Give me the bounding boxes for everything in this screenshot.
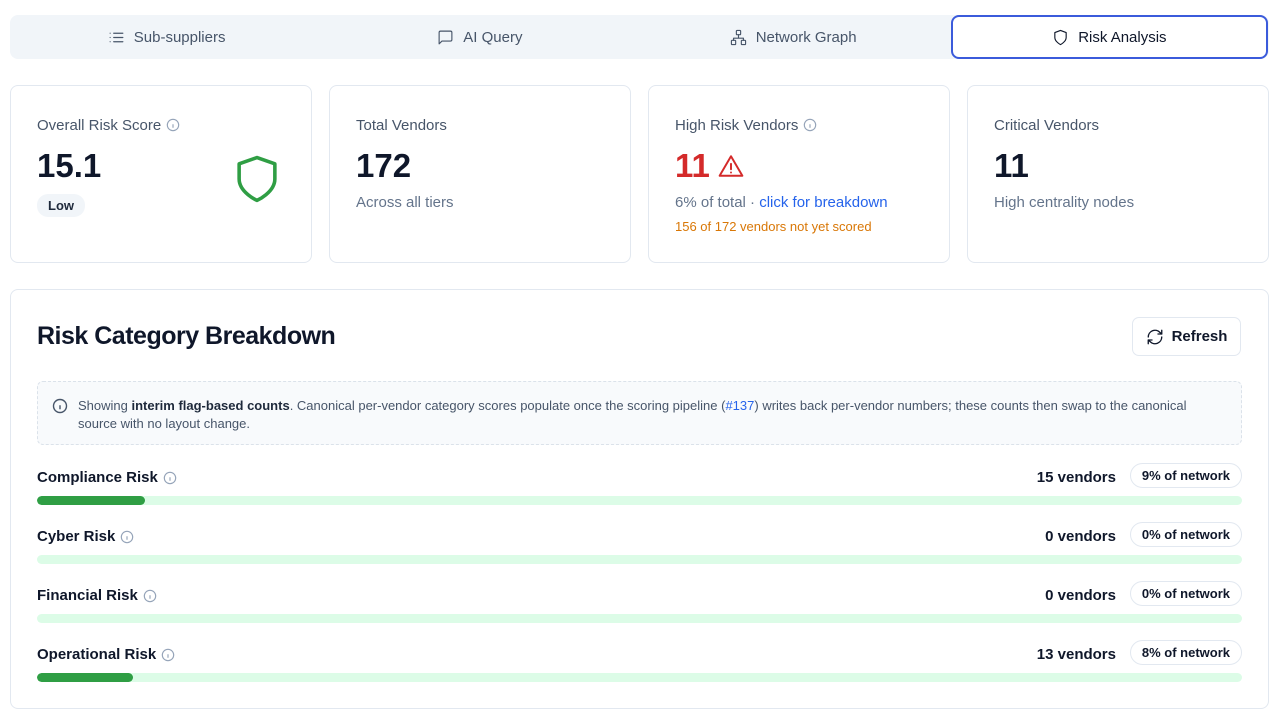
total-vendors-value: 172 <box>356 147 412 184</box>
info-icon[interactable] <box>163 471 177 485</box>
card-label: Total Vendors <box>356 116 447 134</box>
risk-row-operational: Operational Risk 13 vendors 8% of networ… <box>37 640 1242 690</box>
issue-link[interactable]: #137 <box>725 398 755 413</box>
tab-ai-query[interactable]: AI Query <box>323 15 636 59</box>
risk-label: Cyber Risk <box>37 528 116 545</box>
tab-bar: Sub-suppliers AI Query Network Graph Ris… <box>10 15 1269 59</box>
tab-risk-analysis[interactable]: Risk Analysis <box>950 15 1268 59</box>
card-subtitle: Across all tiers <box>356 194 454 211</box>
risk-progress-track <box>37 555 1242 564</box>
risk-label: Financial Risk <box>37 587 138 604</box>
card-subtitle: 6% of total · <box>675 194 760 211</box>
info-icon[interactable] <box>120 530 134 544</box>
unscored-note: 156 of 172 vendors not yet scored <box>675 219 872 234</box>
tab-sub-suppliers[interactable]: Sub-suppliers <box>10 15 323 59</box>
risk-level-badge: Low <box>37 194 85 217</box>
tab-network-graph[interactable]: Network Graph <box>637 15 950 59</box>
info-icon[interactable] <box>143 589 157 603</box>
card-label: Critical Vendors <box>994 116 1100 134</box>
card-label: Overall Risk Score <box>37 116 162 134</box>
info-icon[interactable] <box>161 648 175 662</box>
card-label: High Risk Vendors <box>675 116 799 134</box>
list-icon <box>109 32 124 42</box>
tab-label: Network Graph <box>755 28 857 46</box>
breakdown-link[interactable]: click for breakdown <box>759 194 888 211</box>
refresh-label: Refresh <box>1171 328 1228 345</box>
risk-label: Compliance Risk <box>37 469 158 486</box>
vendor-count: 0 vendors <box>1045 587 1116 604</box>
risk-label: Operational Risk <box>37 646 157 663</box>
total-vendors-card: Total Vendors 172 Across all tiers <box>329 85 631 263</box>
card-subtitle: High centrality nodes <box>994 194 1135 211</box>
overall-risk-card: Overall Risk Score 15.1 Low <box>10 85 312 263</box>
shield-icon <box>1054 29 1067 45</box>
network-percent-badge: 9% of network <box>1129 463 1242 488</box>
critical-vendors-card: Critical Vendors 11 High centrality node… <box>967 85 1269 263</box>
risk-row-cyber: Cyber Risk 0 vendors 0% of network <box>37 522 1242 572</box>
network-icon <box>730 29 746 45</box>
info-icon[interactable] <box>803 118 817 132</box>
vendor-count: 0 vendors <box>1045 528 1116 545</box>
info-icon[interactable] <box>166 118 180 132</box>
network-percent-badge: 0% of network <box>1129 581 1242 606</box>
network-percent-badge: 0% of network <box>1129 522 1242 547</box>
vendor-count: 15 vendors <box>1036 469 1116 486</box>
panel-title: Risk Category Breakdown <box>37 322 336 350</box>
info-icon <box>52 398 68 414</box>
refresh-icon <box>1147 329 1162 344</box>
refresh-button[interactable]: Refresh <box>1132 317 1241 356</box>
tab-label: Risk Analysis <box>1078 28 1167 46</box>
high-risk-vendors-card[interactable]: High Risk Vendors 11 6% of total · click… <box>648 85 950 263</box>
high-risk-value: 11 <box>675 147 710 184</box>
critical-vendors-value: 11 <box>994 147 1029 184</box>
risk-progress-fill <box>37 496 146 505</box>
risk-row-compliance: Compliance Risk 15 vendors 9% of network <box>37 463 1242 513</box>
warning-icon <box>718 155 744 177</box>
tab-label: Sub-suppliers <box>133 28 226 46</box>
shield-icon <box>237 155 277 203</box>
interim-notice: Showing interim flag-based counts. Canon… <box>37 381 1242 445</box>
overall-risk-value: 15.1 <box>37 147 102 184</box>
message-icon <box>438 30 453 44</box>
network-percent-badge: 8% of network <box>1129 640 1242 665</box>
vendor-count: 13 vendors <box>1036 646 1116 663</box>
risk-progress-track <box>37 673 1242 682</box>
risk-category-panel: Risk Category Breakdown Refresh Showing … <box>10 289 1269 709</box>
tab-label: AI Query <box>463 28 523 46</box>
risk-progress-track <box>37 496 1242 505</box>
risk-progress-fill <box>37 673 134 682</box>
risk-row-financial: Financial Risk 0 vendors 0% of network <box>37 581 1242 631</box>
risk-progress-track <box>37 614 1242 623</box>
